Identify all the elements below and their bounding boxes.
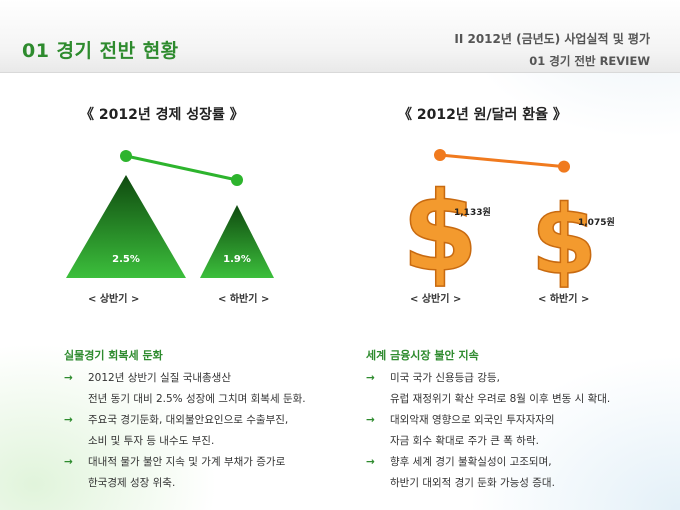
arrow-icon: → — [366, 372, 375, 384]
commentary-bullet: → 미국 국가 신용등급 강등, 유럽 재정위기 확산 우려로 8월 이후 변동… — [366, 368, 610, 410]
growth-category-label: < 상반기 > — [88, 294, 140, 305]
growth-chart-title: 《 2012년 경제 성장률 》 — [80, 107, 244, 123]
growth-trend-line — [125, 154, 238, 182]
exchange-value-label: 1,075원 — [578, 216, 615, 228]
bullet-line: 향후 세계 경기 불확실성이 고조되며, — [390, 456, 552, 468]
arrow-icon: → — [366, 414, 375, 426]
arrow-icon: → — [64, 456, 73, 468]
exchange-trend-line — [439, 153, 565, 169]
exchange-marker — [558, 160, 570, 173]
breadcrumb-section: II 2012년 (금년도) 사업실적 및 평가 — [454, 32, 650, 46]
bullet-line: 유럽 재정위기 확산 우려로 8월 이후 변동 시 확대. — [390, 393, 611, 405]
exchange-chart-title: 《 2012년 원/달러 환율 》 — [398, 107, 567, 123]
bullet-line: 소비 및 투자 등 내수도 부진. — [88, 435, 215, 447]
commentary-bullet: → 향후 세계 경기 불확실성이 고조되며, 하반기 대외적 경기 둔화 가능성… — [366, 452, 610, 494]
arrow-icon: → — [366, 456, 375, 468]
growth-marker — [231, 174, 243, 186]
bullet-line: 하반기 대외적 경기 둔화 가능성 증대. — [390, 477, 555, 489]
growth-triangle — [66, 175, 186, 278]
bullet-line: 전년 동기 대비 2.5% 성장에 그치며 회복세 둔화. — [88, 393, 306, 405]
commentary-bullet: → 대외악재 영향으로 외국인 투자자자의 자금 회수 확대로 주가 큰 폭 하… — [366, 410, 610, 452]
growth-triangle — [200, 205, 274, 278]
header-band — [0, 0, 680, 73]
bullet-line: 자금 회수 확대로 주가 큰 폭 하락. — [390, 435, 539, 447]
bullet-line: 2012년 상반기 실질 국내총생산 — [88, 372, 231, 384]
page-title: 01 경기 전반 현황 — [22, 40, 179, 62]
growth-chart: 2.5% 1.9% — [66, 150, 274, 278]
bullet-line: 대외악재 영향으로 외국인 투자자자의 — [390, 414, 555, 426]
bullet-line: 대내적 물가 불안 지속 및 가계 부채가 증가로 — [88, 456, 286, 468]
arrow-icon: → — [64, 372, 73, 384]
exchange-marker — [434, 149, 446, 161]
commentary-bullet: → 2012년 상반기 실질 국내총생산 전년 동기 대비 2.5% 성장에 그… — [64, 368, 306, 410]
growth-value-label: 1.9% — [223, 254, 251, 265]
bullet-line: 주요국 경기둔화, 대외불안요인으로 수출부진, — [88, 414, 289, 426]
arrow-icon: → — [64, 414, 73, 426]
exchange-commentary-heading: 세계 금융시장 불안 지속 — [366, 349, 479, 362]
breadcrumb-subsection: 01 경기 전반 REVIEW — [529, 54, 650, 68]
dollar-icon: $ — [531, 186, 597, 296]
exchange-value-label: 1,133원 — [454, 206, 491, 218]
growth-value-label: 2.5% — [112, 254, 140, 265]
dollar-icon: $ — [402, 168, 479, 296]
exchange-chart: $1,133원 $1,075원 — [401, 149, 615, 297]
bullet-line: 미국 국가 신용등급 강등, — [390, 372, 500, 384]
exchange-commentary: 세계 금융시장 불안 지속 → 미국 국가 신용등급 강등, 유럽 재정위기 확… — [366, 347, 610, 494]
commentary-bullet: → 주요국 경기둔화, 대외불안요인으로 수출부진, 소비 및 투자 등 내수도… — [64, 410, 306, 452]
growth-commentary: 실물경기 회복세 둔화 → 2012년 상반기 실질 국내총생산 전년 동기 대… — [64, 347, 306, 494]
growth-category-label: < 하반기 > — [218, 294, 270, 305]
exchange-category-label: < 하반기 > — [538, 294, 590, 305]
growth-marker — [120, 150, 132, 162]
commentary-bullet: → 대내적 물가 불안 지속 및 가계 부채가 증가로 한국경제 성장 위축. — [64, 452, 306, 494]
exchange-category-label: < 상반기 > — [410, 294, 462, 305]
bullet-line: 한국경제 성장 위축. — [88, 477, 176, 489]
growth-commentary-heading: 실물경기 회복세 둔화 — [64, 349, 163, 362]
